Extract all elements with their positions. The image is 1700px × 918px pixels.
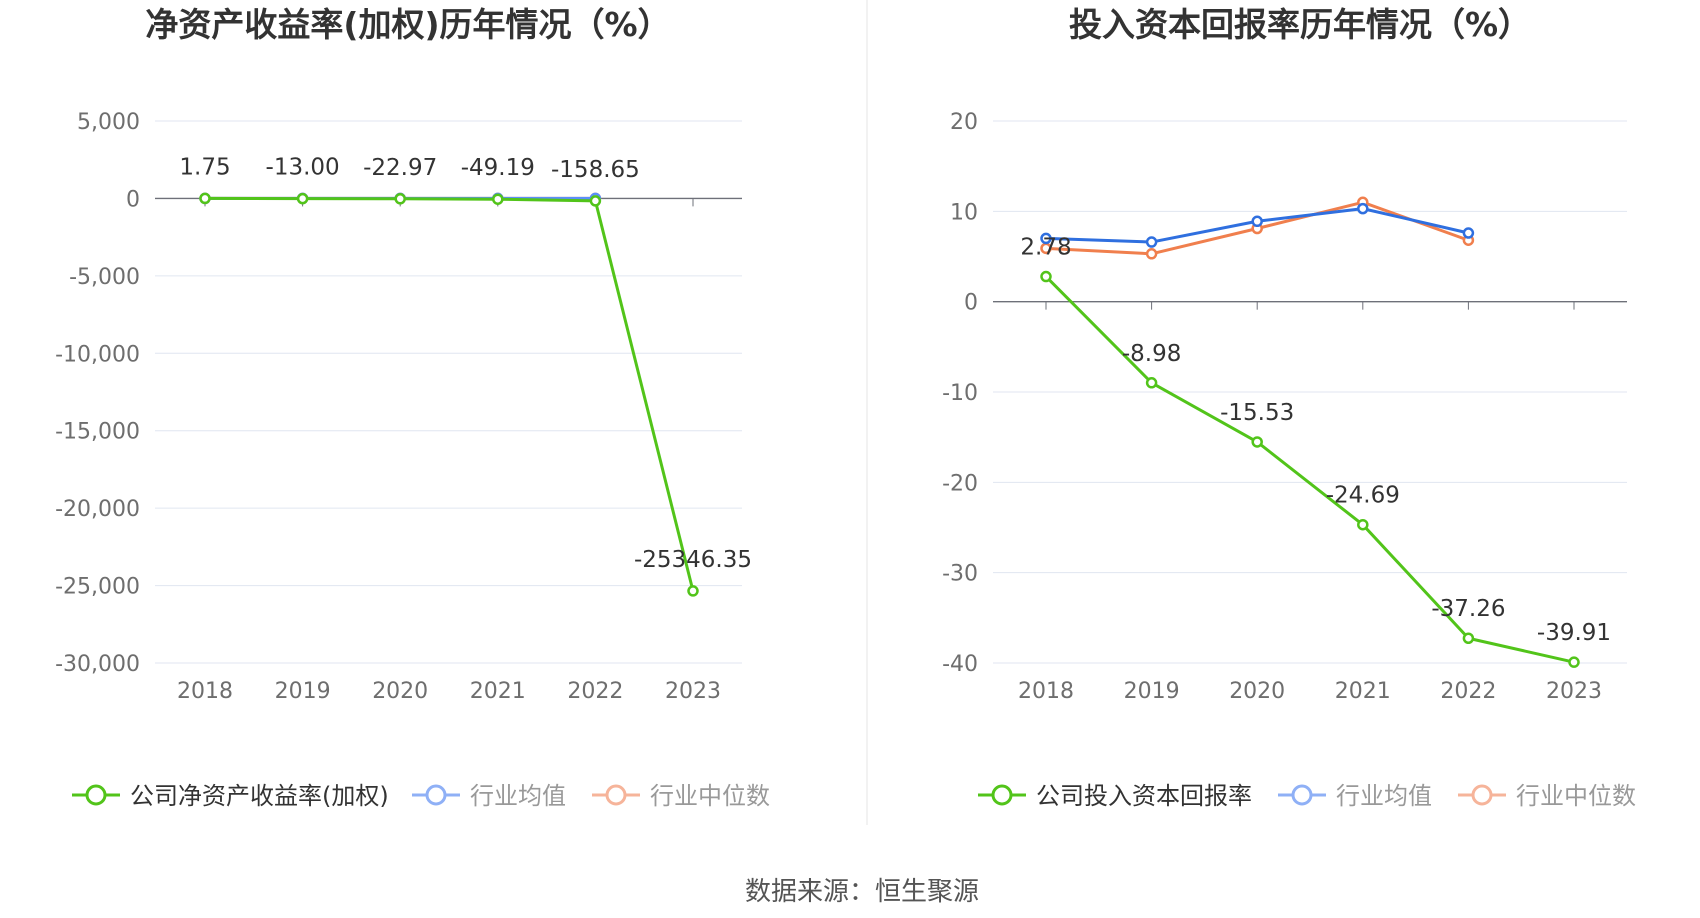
legend-marker-icon [605,784,627,806]
roe-series [199,192,699,597]
roe-chart: 净资产收益率(加权)历年情况（%） 5,000 0 -5,000 -10,000 -15… [55,5,770,810]
x-tick-label: 2019 [1124,679,1180,704]
legend-marker-icon [991,784,1013,806]
x-tick-label: 2023 [1546,679,1602,704]
data-point[interactable] [199,192,211,205]
data-label: -24.69 [1326,483,1400,509]
roe-data-labels: 1.75 -13.00 -22.97 -49.19 -158.65 -25346.35 [179,154,752,573]
data-point[interactable] [1040,270,1052,283]
x-tick-label: 2023 [665,679,721,704]
data-point[interactable] [296,192,309,205]
y-tick-label: -10 [942,381,978,406]
data-label: -13.00 [266,155,340,181]
roe-grid [155,120,742,664]
data-label: -15.53 [1220,400,1294,426]
legend-marker-icon [425,784,447,806]
data-point[interactable] [1357,518,1369,531]
roic-series [1040,196,1580,668]
legend-marker-icon [1291,784,1313,806]
data-point[interactable] [1568,656,1580,668]
roic-legend: 公司投入资本回报率 行业均值 行业中位数 [978,782,1636,810]
legend-label: 公司投入资本回报率 [1036,782,1252,810]
roic-x-ticks: 2018 2019 2020 2021 2022 2023 [1018,301,1602,704]
data-label: -39.91 [1537,620,1611,646]
roic-chart-title: 投入资本回报率历年情况（%） [1069,5,1531,44]
y-tick-label: 5,000 [77,110,140,135]
legend-item[interactable]: 公司投入资本回报率 [978,782,1252,810]
y-tick-label: -15,000 [55,420,140,445]
legend-marker-icon [1471,784,1493,806]
roic-y-ticks: 20 10 0 -10 -20 -30 -40 [942,110,978,677]
x-tick-label: 2021 [470,679,526,704]
data-source: 数据来源：恒生聚源 [745,877,979,907]
y-tick-label: -5,000 [69,265,140,290]
data-point[interactable] [1145,236,1158,248]
roe-x-ticks: 2018 2019 2020 2021 2022 2023 [177,198,721,704]
legend-label: 行业均值 [470,782,566,810]
x-tick-label: 2021 [1335,679,1391,704]
y-tick-label: -30,000 [55,652,140,677]
roe-y-ticks: 5,000 0 -5,000 -10,000 -15,000 -20,000 -25,000… [55,110,140,677]
legend-label: 行业中位数 [1516,782,1636,810]
data-point[interactable] [394,193,406,205]
data-label: -25346.35 [634,547,752,573]
data-label: 1.75 [179,154,230,180]
x-tick-label: 2020 [1229,679,1285,704]
series-line [1044,275,1575,664]
y-tick-label: -25,000 [55,575,140,600]
y-tick-label: -40 [942,652,978,677]
x-tick-label: 2022 [1440,679,1496,704]
y-tick-label: -20 [942,471,978,496]
roe-legend: 公司净资产收益率(加权) 行业均值 行业中位数 [72,782,770,810]
legend-item[interactable]: 行业中位数 [1458,782,1636,810]
x-tick-label: 2018 [1018,679,1074,704]
y-tick-label: 20 [950,110,978,135]
data-label: -22.97 [363,155,437,181]
legend-item[interactable]: 行业中位数 [592,782,770,810]
y-tick-label: -20,000 [55,497,140,522]
data-label: -8.98 [1122,341,1182,367]
roic-data-labels: 2.78 -8.98 -15.53 -24.69 -37.26 -39.91 [1020,235,1611,647]
y-tick-label: 10 [950,200,978,225]
data-point[interactable] [1040,232,1052,245]
data-point[interactable] [1251,215,1263,228]
y-tick-label: 0 [126,187,140,212]
roic-grid [993,120,1627,664]
data-point[interactable] [1462,227,1475,239]
y-tick-label: -10,000 [55,342,140,367]
x-tick-label: 2022 [567,679,623,704]
data-point[interactable] [687,585,699,597]
data-label: -49.19 [461,155,535,181]
legend-item[interactable]: 行业均值 [412,782,566,810]
legend-item[interactable]: 行业均值 [1278,782,1432,810]
data-label: -158.65 [551,157,640,183]
roe-chart-title: 净资产收益率(加权)历年情况（%） [145,5,670,44]
data-label: 2.78 [1020,235,1071,261]
x-tick-label: 2019 [275,679,331,704]
legend-marker-icon [85,784,107,806]
data-point[interactable] [1462,632,1475,644]
data-point[interactable] [1251,436,1263,448]
x-tick-label: 2018 [177,679,233,704]
y-tick-label: 0 [964,291,978,316]
legend-label: 行业中位数 [650,782,770,810]
data-point[interactable] [589,195,602,207]
legend-item[interactable]: 公司净资产收益率(加权) [72,782,389,810]
y-tick-label: -30 [942,562,978,587]
data-point[interactable] [492,193,504,205]
data-label: -37.26 [1431,596,1505,622]
legend-label: 行业均值 [1336,782,1432,810]
x-tick-label: 2020 [372,679,428,704]
series-line [204,196,695,592]
data-point[interactable] [1145,377,1158,389]
legend-label: 公司净资产收益率(加权) [130,782,389,810]
data-point[interactable] [1145,248,1158,260]
data-point[interactable] [1357,202,1369,215]
